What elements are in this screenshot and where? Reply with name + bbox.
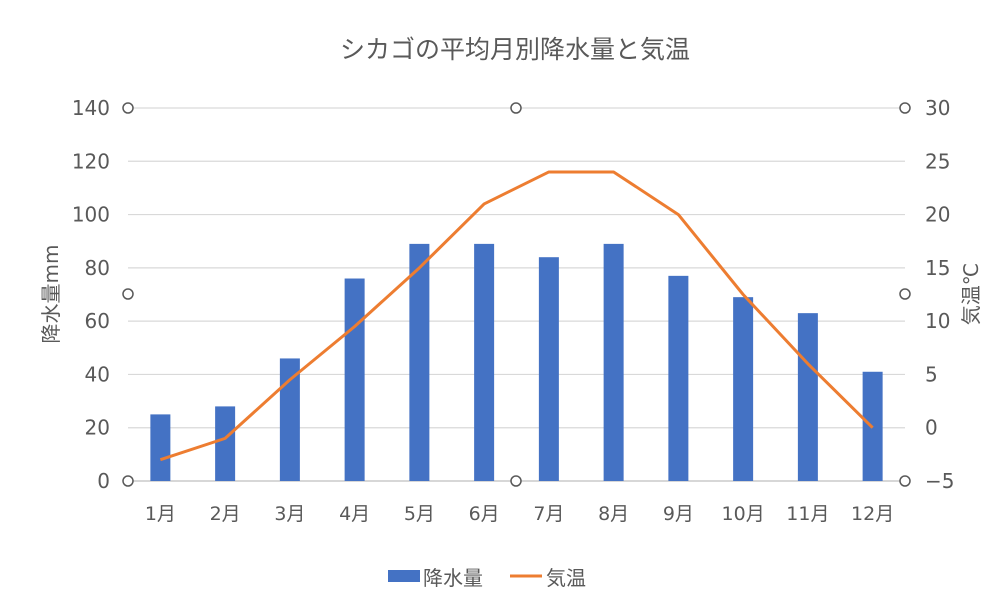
bar [344, 278, 365, 481]
resize-handle[interactable] [899, 102, 911, 114]
y-tick-label: 40 [85, 362, 110, 386]
x-tick-label: 1月 [145, 503, 176, 525]
y2-axis-label: 気温℃ [959, 263, 983, 325]
y2-tick-label: 25 [925, 149, 950, 173]
bar [603, 243, 624, 481]
x-tick-label: 10月 [722, 503, 765, 525]
y-tick-label: 100 [72, 203, 110, 227]
bar [279, 358, 300, 481]
x-tick-label: 7月 [533, 503, 564, 525]
y-tick-label: 60 [85, 309, 110, 333]
x-tick-label: 12月 [851, 503, 894, 525]
y2-tick-label: 5 [925, 362, 938, 386]
temperature-line [159, 170, 874, 462]
bar [733, 297, 754, 481]
y2-tick-label: 15 [925, 256, 950, 280]
legend-swatch-precip [388, 570, 420, 582]
x-tick-label: 5月 [404, 503, 435, 525]
resize-handle[interactable] [899, 475, 911, 487]
bar [409, 243, 430, 481]
bar [797, 313, 818, 481]
x-tick-label: 2月 [210, 503, 241, 525]
y-tick-label: 80 [85, 256, 110, 280]
bar [150, 414, 171, 481]
x-tick-label: 3月 [274, 503, 305, 525]
legend: 降水量 気温 [388, 566, 586, 590]
y-tick-label: 120 [72, 149, 110, 173]
resize-handle[interactable] [899, 288, 911, 300]
legend-label-precip: 降水量 [423, 566, 483, 590]
resize-handle[interactable] [510, 475, 522, 487]
legend-label-temp: 気温 [546, 566, 586, 590]
y2-tick-label: 10 [925, 309, 950, 333]
resize-handle[interactable] [122, 288, 134, 300]
bar [668, 275, 689, 481]
y-tick-label: 20 [85, 416, 110, 440]
resize-handle[interactable] [510, 102, 522, 114]
bar [215, 406, 236, 481]
x-tick-label: 9月 [663, 503, 694, 525]
bar [474, 243, 495, 481]
y-tick-label: 140 [72, 96, 110, 120]
y2-tick-label: −5 [925, 469, 954, 493]
y2-tick-label: 20 [925, 203, 950, 227]
bar [538, 257, 559, 481]
x-tick-label: 8月 [598, 503, 629, 525]
x-tick-label: 6月 [469, 503, 500, 525]
chart-title: シカゴの平均月別降水量と気温 [340, 35, 690, 64]
resize-handle[interactable] [122, 102, 134, 114]
resize-handle[interactable] [122, 475, 134, 487]
x-tick-label: 4月 [339, 503, 370, 525]
y-axis-label: 降水量mm [39, 245, 63, 344]
y2-tick-label: 30 [925, 96, 950, 120]
y-tick-label: 0 [97, 469, 110, 493]
x-tick-label: 11月 [786, 503, 829, 525]
y2-tick-label: 0 [925, 416, 938, 440]
